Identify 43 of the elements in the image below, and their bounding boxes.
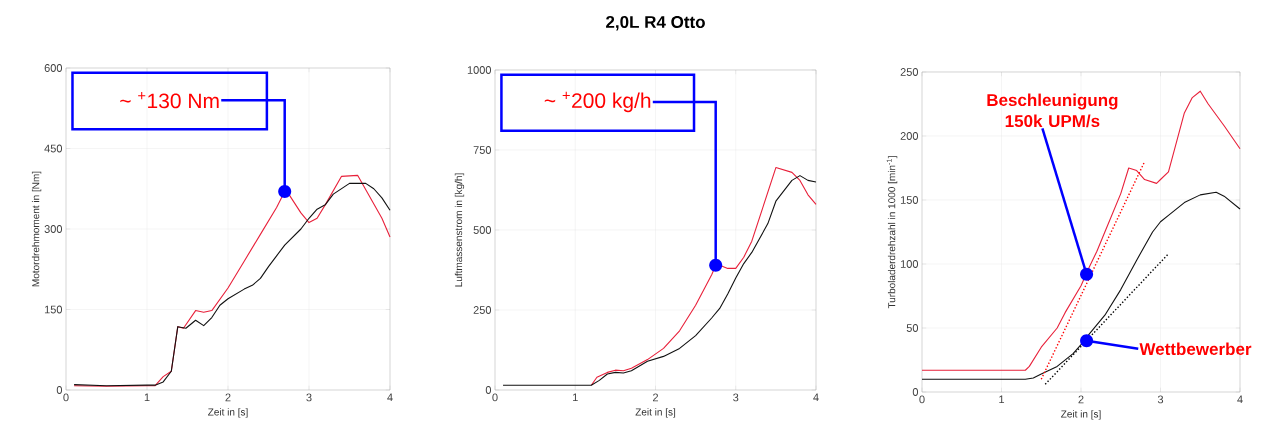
- y-axis-title: Motordrehmoment in [Nm]: [31, 171, 42, 287]
- y-tick-label: 450: [44, 144, 63, 153]
- y-tick-label: 1000: [467, 66, 492, 74]
- y-tick-label: 150: [900, 196, 919, 204]
- y-axis-title: Turboladerdrehzahl in 1000 [min$^{-1}$]: [886, 156, 898, 309]
- x-tick-label: 0: [492, 393, 498, 402]
- x-tick-label: 4: [813, 393, 819, 402]
- y-tick-label: 150: [44, 305, 63, 314]
- x-tick-label: 1: [144, 393, 150, 402]
- x-tick-label: 0: [919, 395, 925, 404]
- y-tick-label: 0: [56, 386, 63, 394]
- annotation: Wettbewerber: [1139, 342, 1252, 356]
- x-tick-label: 2: [225, 393, 231, 402]
- chart-title: 2,0L R4 Otto: [606, 15, 705, 31]
- y-tick-label: 250: [900, 68, 919, 76]
- y-axis-title: Luftmassenstrom in [kg/h]: [454, 173, 465, 287]
- x-tick-label: 1: [999, 395, 1005, 404]
- y-tick-label: 250: [473, 306, 492, 314]
- y-tick-label: 0: [912, 388, 919, 396]
- y-tick-label: 750: [473, 146, 492, 154]
- line-series: [590, 167, 817, 386]
- annotation: ~ $^{+}$200 kg/h: [544, 91, 651, 113]
- x-tick-label: 3: [1157, 395, 1164, 404]
- annotation: ~ $^{+}$130 Nm: [120, 92, 219, 109]
- x-tick-label: 4: [387, 393, 393, 402]
- x-tick-label: 0: [63, 393, 69, 402]
- y-tick-label: 100: [900, 260, 919, 268]
- y-tick-label: 0: [485, 386, 492, 394]
- y-tick-label: 300: [44, 225, 63, 233]
- y-tick-label: 600: [44, 64, 63, 72]
- x-tick-label: 3: [306, 393, 312, 402]
- x-axis-title: Zeit in [s]: [208, 408, 248, 418]
- y-tick-label: 500: [473, 226, 492, 234]
- x-tick-label: 2: [1078, 395, 1084, 404]
- annotation: Beschleunigung 150k UPM/s: [987, 93, 1118, 128]
- y-tick-label: 200: [900, 132, 919, 140]
- x-tick-label: 1: [573, 393, 578, 402]
- y-tick-label: 50: [906, 324, 919, 332]
- x-axis-title: Zeit in [s]: [1061, 410, 1101, 420]
- x-tick-label: 4: [1237, 395, 1243, 404]
- x-tick-label: 3: [733, 393, 739, 402]
- x-axis-title: Zeit in [s]: [635, 408, 676, 418]
- x-tick-label: 2: [652, 393, 659, 402]
